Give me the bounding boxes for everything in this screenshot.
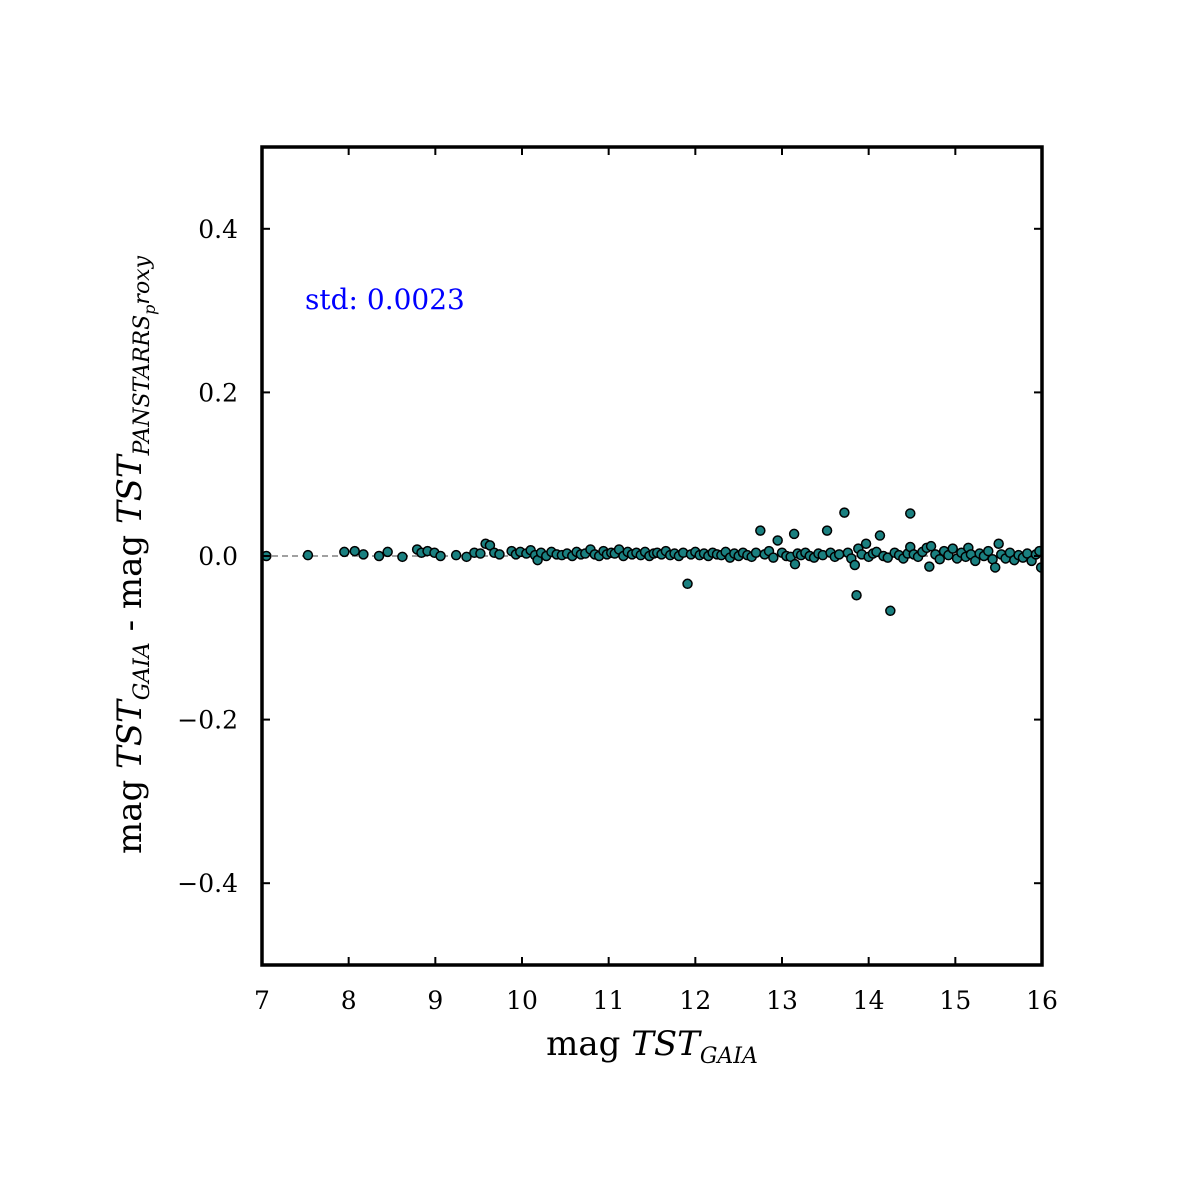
x-tick-label: 15	[939, 986, 971, 1015]
data-point	[924, 561, 935, 572]
y-tick-label: 0.0	[198, 542, 238, 571]
plot-area	[260, 145, 1044, 967]
data-point	[682, 578, 693, 590]
data-point	[755, 525, 766, 536]
y-tick-label: 0.4	[198, 215, 238, 244]
data-point	[839, 507, 850, 518]
x-tick-label: 14	[853, 986, 885, 1015]
data-point	[821, 525, 833, 536]
data-point	[947, 543, 958, 554]
data-point	[934, 554, 945, 565]
data-point	[382, 546, 393, 558]
x-tick-label: 10	[506, 986, 538, 1015]
data-point	[849, 559, 861, 571]
data-point	[993, 538, 1004, 549]
x-tick-label: 16	[1026, 986, 1058, 1015]
data-point	[373, 550, 385, 562]
data-points	[262, 507, 1042, 617]
y-tick-label: 0.2	[198, 378, 238, 407]
y-tick-label: −0.2	[177, 706, 238, 735]
data-point	[339, 546, 350, 558]
data-point	[885, 605, 896, 617]
x-tick-label: 11	[593, 986, 625, 1015]
data-point	[833, 549, 845, 560]
data-point	[788, 528, 800, 540]
data-point	[475, 548, 486, 559]
x-axis-label: mag TSTGAIA	[546, 1024, 758, 1069]
x-tick-label: 13	[766, 986, 798, 1015]
data-point	[789, 558, 801, 570]
data-point	[874, 530, 886, 541]
data-point	[349, 545, 360, 557]
data-point	[882, 552, 893, 563]
data-point	[772, 535, 783, 546]
axis-ticks: 7 8 9 10 11 12 13 14 15 16 −0.4 −0.2 0.0 0.2 0.4	[177, 147, 1058, 1015]
y-tick-label: −0.4	[177, 869, 238, 898]
data-point	[860, 538, 872, 549]
data-point	[494, 549, 505, 560]
x-tick-label: 9	[427, 986, 443, 1015]
data-point	[768, 552, 779, 563]
data-point	[450, 549, 462, 561]
data-point	[358, 549, 369, 560]
x-tick-label: 7	[254, 986, 270, 1015]
data-point	[397, 551, 408, 563]
x-tick-label: 8	[341, 986, 357, 1015]
data-point	[302, 549, 314, 561]
data-point	[905, 508, 916, 519]
y-axis-label: mag TSTGAIA - mag TSTPANSTARRSproxy	[110, 255, 159, 854]
x-tick-label: 12	[679, 986, 711, 1015]
std-annotation: std: 0.0023	[305, 283, 465, 316]
data-point	[989, 562, 1001, 573]
data-point	[461, 551, 472, 563]
data-point	[851, 590, 862, 601]
data-point	[750, 547, 762, 558]
data-point	[983, 545, 994, 557]
data-point	[435, 550, 446, 562]
data-point	[925, 540, 937, 552]
